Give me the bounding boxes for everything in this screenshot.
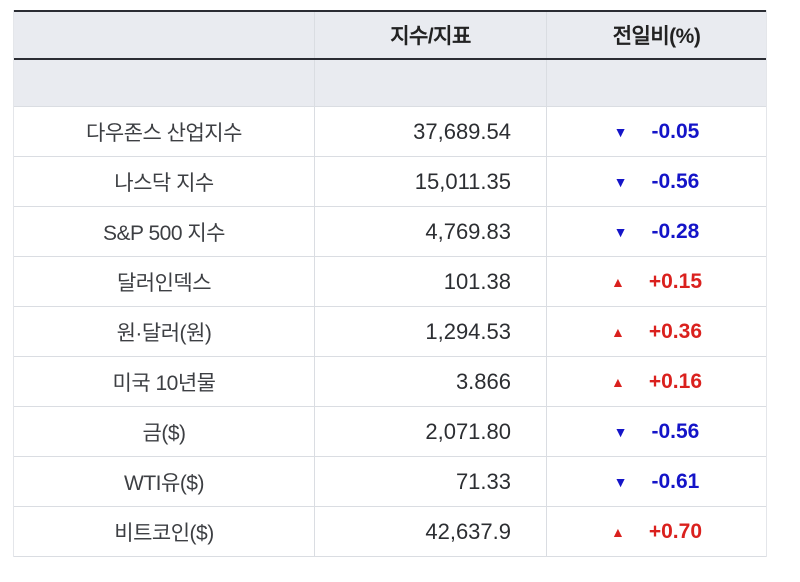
row-change-cell: ▲ +0.70 <box>546 507 766 556</box>
table-row: S&P 500 지수 4,769.83 ▼ -0.28 <box>14 207 766 257</box>
row-change-cell: ▲ +0.15 <box>546 257 766 306</box>
row-value: 37,689.54 <box>314 107 546 156</box>
direction-triangle-icon: ▲ <box>611 323 625 340</box>
row-change-cell: ▼ -0.56 <box>546 157 766 206</box>
row-value: 71.33 <box>314 457 546 506</box>
row-value: 15,011.35 <box>314 157 546 206</box>
change-value: -0.05 <box>651 119 700 143</box>
row-label: 달러인덱스 <box>116 271 212 295</box>
spacer-cell <box>314 60 546 106</box>
change-value: +0.15 <box>648 269 702 293</box>
change-value: -0.28 <box>651 219 700 243</box>
direction-triangle-icon: ▼ <box>613 423 628 440</box>
row-label: 원·달러(원) <box>116 321 212 345</box>
row-value: 4,769.83 <box>314 207 546 256</box>
direction-triangle-icon: ▼ <box>613 223 628 240</box>
row-label: 다우존스 산업지수 <box>86 121 242 145</box>
header-cell-empty <box>14 12 314 58</box>
row-value: 1,294.53 <box>314 307 546 356</box>
market-index-table: 지수/지표 전일비(%) 다우존스 산업지수 37,689.54 ▼ -0.05… <box>13 10 767 557</box>
row-value: 101.38 <box>314 257 546 306</box>
table-row: WTI유($) 71.33 ▼ -0.61 <box>14 457 766 507</box>
row-label: S&P 500 지수 <box>103 221 226 245</box>
row-change-cell: ▼ -0.05 <box>546 107 766 156</box>
row-label: 미국 10년물 <box>112 371 216 395</box>
row-label: 금($) <box>142 421 187 445</box>
change-value: -0.61 <box>651 469 700 493</box>
table-body: 다우존스 산업지수 37,689.54 ▼ -0.05 나스닥 지수 15,01… <box>14 107 766 557</box>
row-label: WTI유($) <box>124 471 204 495</box>
row-change-cell: ▼ -0.56 <box>546 407 766 456</box>
change-value: +0.70 <box>648 519 702 543</box>
table-row: 미국 10년물 3.866 ▲ +0.16 <box>14 357 766 407</box>
direction-triangle-icon: ▼ <box>613 473 628 490</box>
change-value: +0.36 <box>648 319 702 343</box>
row-label: 비트코인($) <box>114 521 214 545</box>
row-value: 42,637.9 <box>314 507 546 556</box>
row-change-cell: ▼ -0.28 <box>546 207 766 256</box>
row-value: 3.866 <box>314 357 546 406</box>
table-spacer-row <box>14 60 766 107</box>
row-change-cell: ▲ +0.16 <box>546 357 766 406</box>
direction-triangle-icon: ▲ <box>611 373 625 390</box>
table-row: 달러인덱스 101.38 ▲ +0.15 <box>14 257 766 307</box>
table-header-row: 지수/지표 전일비(%) <box>14 10 766 60</box>
row-label: 나스닥 지수 <box>114 171 214 195</box>
direction-triangle-icon: ▼ <box>613 123 628 140</box>
direction-triangle-icon: ▲ <box>611 523 625 540</box>
direction-triangle-icon: ▼ <box>613 173 628 190</box>
header-cell-change: 전일비(%) <box>546 12 766 58</box>
spacer-cell <box>14 60 314 106</box>
table-row: 비트코인($) 42,637.9 ▲ +0.70 <box>14 507 766 557</box>
row-change-cell: ▼ -0.61 <box>546 457 766 506</box>
change-value: -0.56 <box>651 169 700 193</box>
change-value: -0.56 <box>651 419 700 443</box>
table-row: 나스닥 지수 15,011.35 ▼ -0.56 <box>14 157 766 207</box>
table-row: 금($) 2,071.80 ▼ -0.56 <box>14 407 766 457</box>
table-row: 다우존스 산업지수 37,689.54 ▼ -0.05 <box>14 107 766 157</box>
row-value: 2,071.80 <box>314 407 546 456</box>
header-cell-index: 지수/지표 <box>314 12 546 58</box>
direction-triangle-icon: ▲ <box>611 273 625 290</box>
table-row: 원·달러(원) 1,294.53 ▲ +0.36 <box>14 307 766 357</box>
change-value: +0.16 <box>648 369 702 393</box>
row-change-cell: ▲ +0.36 <box>546 307 766 356</box>
spacer-cell <box>546 60 766 106</box>
